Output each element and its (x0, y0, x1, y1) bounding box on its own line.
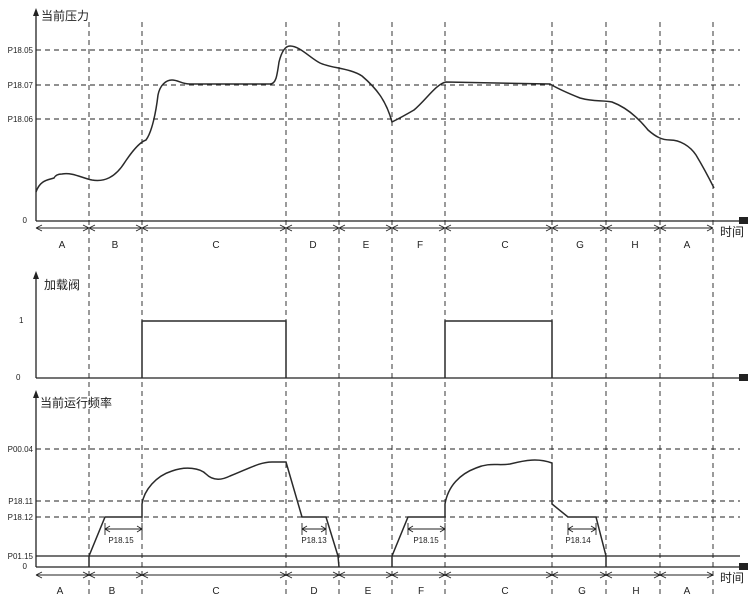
pressure-y-axis-arrow (33, 8, 39, 16)
delay-label-p18-13: P18.13 (301, 536, 327, 545)
pressure-curve (35, 45, 715, 193)
frequency-phase-ruler (35, 571, 714, 579)
pressure-chart-title: 当前压力 (41, 8, 89, 23)
pressure-label-p18-06: P18.06 (8, 115, 34, 124)
frequency-phase-d: D (310, 586, 317, 597)
pressure-phase-h: H (631, 240, 638, 251)
pressure-phase-e: E (363, 240, 370, 251)
pressure-phase-c-2: C (501, 240, 508, 251)
frequency-phase-e: E (365, 586, 372, 597)
delay-label-p18-15-1: P18.15 (108, 536, 134, 545)
delay-label-p18-15-2: P18.15 (413, 536, 439, 545)
pressure-phase-c-1: C (212, 240, 219, 251)
frequency-phase-c-1: C (212, 586, 219, 597)
pressure-label-p18-05: P18.05 (8, 46, 34, 55)
frequency-y-axis-arrow (33, 390, 39, 398)
valve-zero-label: 0 (16, 373, 21, 382)
frequency-phase-c-2: C (501, 586, 508, 597)
frequency-chart-title: 当前运行频率 (40, 395, 112, 410)
frequency-chart: 当前运行频率 时间 P00.04 P18.11 P18.12 P01.15 0 … (8, 390, 748, 597)
frequency-x-axis-label: 时间 (720, 571, 744, 585)
pressure-phase-b: B (112, 240, 119, 251)
valve-x-axis-end-marker (739, 374, 748, 381)
phase-boundaries (88, 22, 714, 598)
pressure-zero-label: 0 (23, 216, 28, 225)
pressure-phase-a-2: A (684, 240, 691, 251)
pressure-x-axis-end-marker (739, 217, 748, 224)
frequency-phase-f: F (418, 586, 424, 597)
pressure-phase-ruler (35, 224, 714, 232)
pressure-phase-f: F (417, 240, 423, 251)
frequency-label-p18-11: P18.11 (8, 497, 33, 506)
pressure-label-p18-07: P18.07 (8, 81, 34, 90)
pressure-phase-d: D (309, 240, 316, 251)
valve-signal-pulse-1 (141, 320, 287, 378)
valve-one-label: 1 (19, 316, 24, 325)
frequency-phase-h: H (632, 586, 639, 597)
frequency-phase-a-2: A (684, 586, 691, 597)
valve-chart-title: 加载阀 (44, 278, 80, 292)
valve-y-axis-arrow (33, 271, 39, 279)
pressure-x-axis-label: 时间 (720, 225, 744, 239)
frequency-curve-cycle-1 (88, 461, 340, 568)
pressure-phase-g: G (576, 240, 584, 251)
pressure-chart: 当前压力 时间 P18.05 P18.07 P18.06 0 A B C D E… (8, 8, 748, 251)
valve-chart: 加载阀 1 0 (16, 271, 748, 382)
delay-label-p18-14: P18.14 (565, 536, 591, 545)
frequency-phase-a-1: A (57, 586, 64, 597)
frequency-phase-g: G (578, 586, 586, 597)
frequency-label-p18-12: P18.12 (8, 513, 34, 522)
pressure-phase-a-1: A (59, 240, 66, 251)
frequency-phase-b: B (109, 586, 116, 597)
frequency-label-p00-04: P00.04 (8, 445, 34, 454)
frequency-zero-label: 0 (23, 562, 28, 571)
frequency-x-axis-end-marker (739, 563, 748, 570)
valve-signal-pulse-2 (444, 320, 553, 378)
frequency-label-p01-15: P01.15 (8, 552, 34, 561)
frequency-curve-cycle-2 (391, 459, 607, 567)
